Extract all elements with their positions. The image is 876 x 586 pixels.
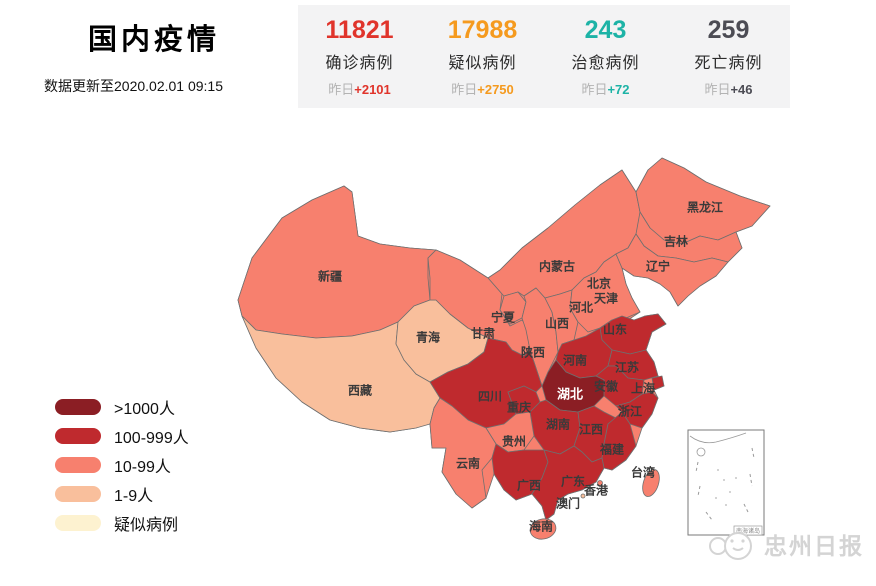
yesterday-label: 昨日: [451, 82, 478, 97]
legend-label-gt1000: >1000人: [114, 400, 175, 418]
yesterday-label: 昨日: [328, 82, 355, 97]
province-shape-macau: [580, 493, 586, 499]
province-shape-heilongjiang: [635, 157, 771, 245]
suspected-count: 17988: [447, 16, 518, 44]
death-count: 259: [707, 16, 750, 44]
suspected-delta: +2750: [477, 82, 514, 97]
south-china-sea-inset: 南海诸岛: [687, 429, 765, 536]
stat-card-confirmed: 11821 确诊病例 昨日+2101: [298, 5, 421, 108]
province-shape-gansu: [427, 249, 535, 357]
legend-row: 疑似病例: [55, 508, 189, 537]
legend-label-10-99: 10-99人: [114, 458, 171, 476]
death-label: 死亡病例: [694, 55, 763, 72]
cured-delta: +72: [607, 82, 630, 97]
legend-row: 10-99人: [55, 450, 189, 479]
confirmed-delta-row: 昨日+2101: [298, 79, 421, 98]
legend-swatch-1-9: [55, 485, 101, 502]
cured-delta-row: 昨日+72: [544, 79, 667, 98]
province-shape-fujian: [601, 411, 637, 471]
suspected-label: 疑似病例: [448, 55, 517, 72]
cured-count: 243: [584, 16, 627, 44]
legend-row: 100-999人: [55, 421, 189, 450]
province-shape-guangdong: [531, 445, 605, 521]
province-shape-hebei: [569, 253, 641, 333]
legend-swatch-gt1000: [55, 398, 101, 415]
yesterday-label: 昨日: [704, 82, 731, 97]
legend-label-suspected: 疑似病例: [114, 516, 179, 534]
inset-caption: 南海诸岛: [736, 527, 760, 535]
confirmed-label: 确诊病例: [325, 55, 394, 72]
cured-label: 治愈病例: [571, 55, 640, 72]
stats-panel: 11821 确诊病例 昨日+2101 17988 疑似病例 昨日+2750 24…: [298, 5, 790, 108]
yesterday-label: 昨日: [581, 82, 608, 97]
legend-label-100-999: 100-999人: [114, 429, 189, 447]
map-legend: >1000人 100-999人 10-99人 1-9人 疑似病例: [55, 392, 189, 537]
province-shape-zhejiang: [615, 391, 659, 429]
province-shape-shanghai: [651, 375, 665, 391]
stat-card-suspected: 17988 疑似病例 昨日+2750: [421, 5, 544, 108]
watermark-text: 忠州日报: [764, 533, 864, 559]
watermark: 忠州日报: [706, 524, 864, 564]
death-delta: +46: [730, 82, 753, 97]
province-shape-hongkong: [597, 480, 603, 486]
page-title: 国内疫情: [88, 24, 221, 56]
legend-row: 1-9人: [55, 479, 189, 508]
legend-swatch-10-99: [55, 456, 101, 473]
confirmed-count: 11821: [325, 16, 394, 44]
stat-card-cured: 243 治愈病例 昨日+72: [544, 5, 667, 108]
legend-row: >1000人: [55, 392, 189, 421]
province-shape-neimenggu: [487, 169, 651, 299]
update-timestamp: 数据更新至2020.02.01 09:15: [44, 78, 223, 94]
legend-swatch-suspected: [55, 514, 101, 531]
legend-swatch-100-999: [55, 427, 101, 444]
stat-card-deaths: 259 死亡病例 昨日+46: [667, 5, 790, 108]
province-shape-taiwan: [642, 469, 660, 497]
confirmed-delta: +2101: [354, 82, 391, 97]
suspected-delta-row: 昨日+2750: [421, 79, 544, 98]
newspaper-logo-icon: [709, 532, 752, 560]
province-shape-yunnan: [429, 397, 497, 509]
province-shape-liaoning: [615, 233, 729, 307]
legend-label-1-9: 1-9人: [114, 487, 154, 505]
province-shape-hainan: [529, 518, 557, 540]
death-delta-row: 昨日+46: [667, 79, 790, 98]
